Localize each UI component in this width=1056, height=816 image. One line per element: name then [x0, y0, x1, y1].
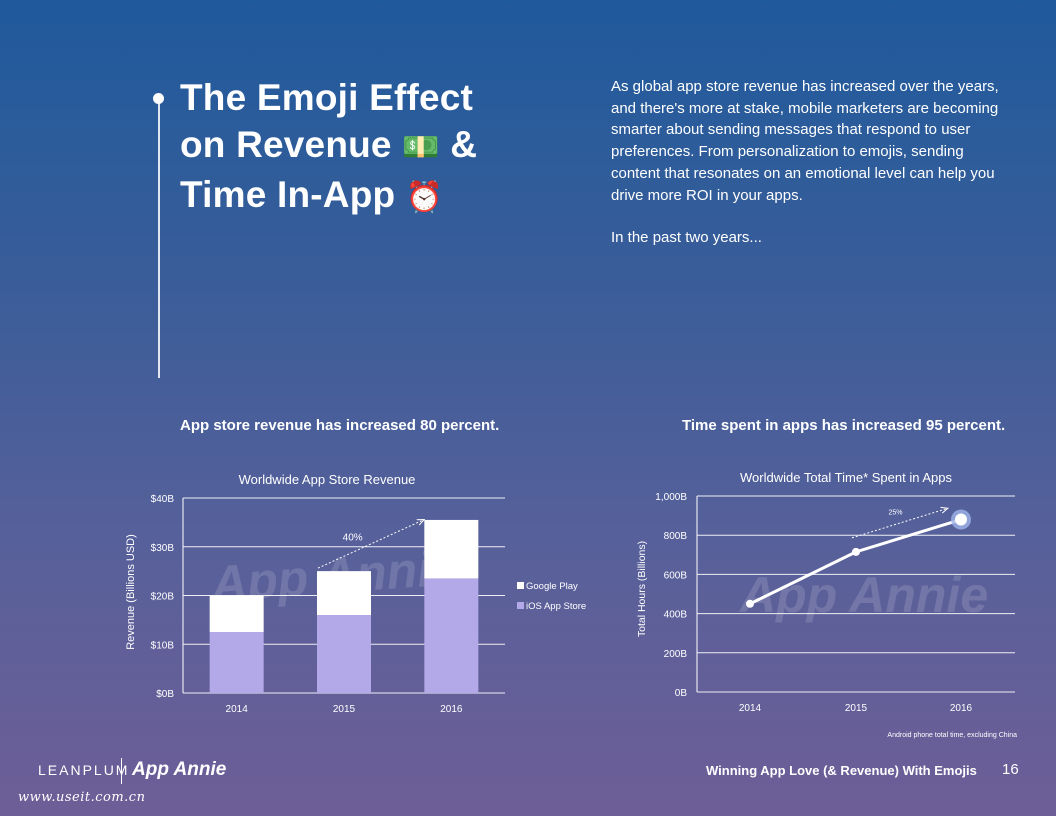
legend-swatch [517, 582, 524, 589]
x-tick-label: 2014 [739, 703, 762, 714]
y-tick-label: 0B [675, 688, 688, 699]
footer-doc-title: Winning App Love (& Revenue) With Emojis [706, 763, 977, 778]
data-point [746, 599, 754, 608]
chart-watermark: App Annie [738, 567, 988, 623]
y-tick-label: $10B [151, 640, 175, 651]
intro-text: As global app store revenue has increase… [611, 76, 1001, 270]
time-spent-chart: Worldwide Total Time* Spent in Apps App A… [636, 470, 1017, 739]
chart-title: Worldwide App Store Revenue [239, 472, 416, 487]
data-point [955, 513, 967, 526]
y-tick-label: 600B [664, 570, 688, 581]
y-tick-label: 200B [664, 649, 688, 660]
app-annie-logo: App Annie [132, 759, 227, 780]
legend-label: Google Play [526, 581, 578, 592]
legend-label: iOS App Store [526, 601, 586, 612]
growth-annotation: 40% [343, 533, 363, 544]
growth-arrow [851, 509, 947, 539]
title-line-1: The Emoji Effect [180, 77, 474, 118]
title-line-3: Time In-App ⏰ [180, 171, 520, 221]
y-tick-label: $0B [156, 689, 174, 700]
bar-ios-app-store [317, 615, 371, 693]
bar-ios-app-store [424, 578, 479, 693]
x-tick-label: 2015 [845, 703, 868, 714]
y-tick-label: 400B [664, 610, 688, 621]
decorative-bullet-dot [153, 93, 164, 104]
page-number: 16 [1002, 761, 1019, 778]
title-ampersand: & [450, 124, 478, 165]
legend-swatch [517, 602, 524, 609]
y-tick-label: 800B [664, 531, 688, 542]
y-tick-label: $20B [151, 592, 175, 603]
leanplum-logo: LEANPLUM [38, 762, 130, 778]
bar-ios-app-store [209, 632, 264, 693]
chart-title: Worldwide Total Time* Spent in Apps [740, 470, 952, 485]
x-tick-label: 2015 [333, 704, 356, 715]
title-line-3-text: Time In-App [180, 174, 396, 215]
decorative-vertical-line [158, 98, 160, 378]
title-line-2: on Revenue 💵 & [180, 121, 520, 171]
bar-google-play [424, 519, 479, 579]
x-tick-label: 2014 [226, 704, 249, 715]
y-axis-label: Revenue (Billions USD) [125, 534, 137, 650]
intro-paragraph-2: In the past two years... [611, 229, 762, 247]
x-tick-label: 2016 [950, 703, 973, 714]
y-axis-label: Total Hours (Billions) [636, 541, 648, 637]
intro-paragraph-1: As global app store revenue has increase… [611, 78, 999, 204]
data-point [852, 547, 860, 556]
bar-google-play [209, 595, 264, 633]
footer-divider [121, 758, 122, 784]
revenue-subhead: App store revenue has increased 80 perce… [180, 417, 500, 434]
chart-footnote: Android phone total time, excluding Chin… [887, 732, 1017, 739]
y-tick-label: 1,000B [655, 492, 687, 503]
y-tick-label: $30B [151, 543, 175, 554]
growth-arrow [317, 520, 423, 569]
growth-annotation: 25% [888, 510, 902, 517]
time-spent-subhead: Time spent in apps has increased 95 perc… [682, 417, 1006, 434]
title-line-2-text: on Revenue [180, 124, 392, 165]
money-icon: 💵 [402, 130, 440, 165]
y-tick-label: $40B [151, 494, 175, 505]
x-tick-label: 2016 [440, 704, 463, 715]
page-title: The Emoji Effect on Revenue 💵 & Time In-… [180, 74, 520, 221]
bar-google-play [317, 571, 371, 615]
alarm-clock-icon: ⏰ [405, 180, 444, 215]
site-watermark: www.useit.com.cn [18, 790, 146, 805]
